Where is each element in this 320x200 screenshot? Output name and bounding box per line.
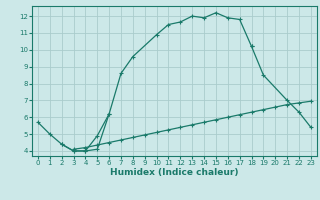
X-axis label: Humidex (Indice chaleur): Humidex (Indice chaleur)	[110, 168, 239, 177]
